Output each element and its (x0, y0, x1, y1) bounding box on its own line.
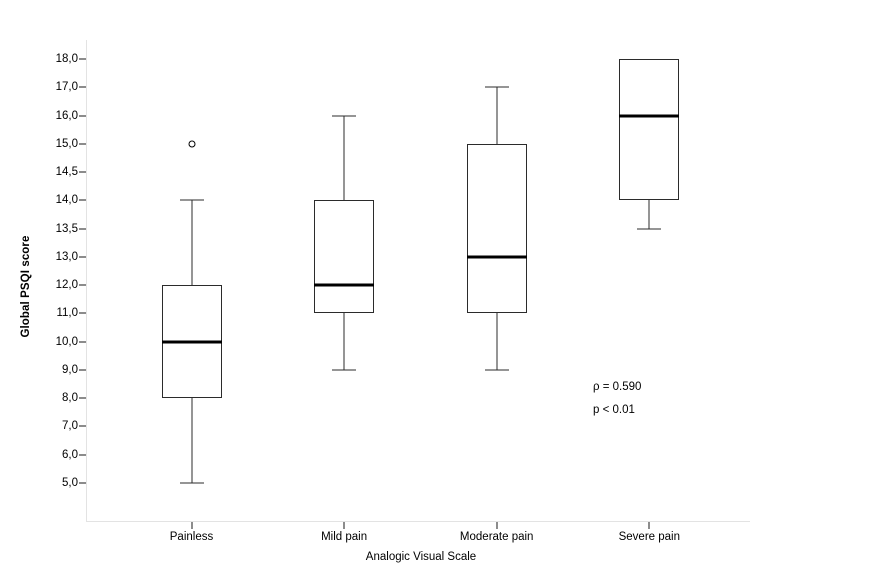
x-tick-label-moderate-pain: Moderate pain (459, 531, 534, 543)
y-tick-mark (79, 312, 86, 314)
x-axis-title: Analogic Visual Scale (365, 551, 477, 563)
y-tick-mark (79, 284, 86, 286)
lower-whisker-stem (648, 200, 650, 229)
upper-whisker-stem (343, 115, 345, 201)
y-tick-mark (79, 425, 86, 427)
y-axis-line (86, 40, 87, 522)
y-tick-label: 16,0 (55, 109, 78, 122)
median-line (619, 114, 680, 117)
median-line (466, 255, 527, 259)
upper-whisker-cap (332, 115, 357, 116)
x-tick-mark (648, 522, 650, 529)
lower-whisker-stem (343, 313, 345, 370)
y-tick-label: 6,0 (62, 448, 78, 461)
y-axis-tick-labels: 18,0 17,0 16,0 15,0 14,5 14,0 13,5 13,0 12,0 11,0… (0, 0, 78, 573)
y-tick-label: 14,0 (55, 194, 78, 207)
y-tick-mark (79, 454, 86, 455)
statistic-annotation-2: p < 0.01 (593, 404, 635, 416)
lower-whisker-cap (484, 369, 509, 371)
y-tick-label: 13,0 (55, 250, 78, 263)
upper-whisker-stem (191, 200, 192, 285)
y-tick-label: 12,0 (55, 279, 78, 291)
interquartile-box (619, 59, 680, 201)
y-tick-mark (79, 482, 86, 484)
y-tick-label: 5,0 (62, 476, 78, 489)
lower-whisker-cap (637, 228, 662, 229)
lower-whisker-stem (496, 313, 498, 370)
y-tick-label: 15,0 (55, 137, 78, 150)
y-tick-label: 10,0 (55, 335, 78, 348)
x-tick-mark (343, 522, 345, 529)
y-tick-label: 11,0 (56, 307, 78, 320)
y-tick-label: 9,0 (62, 363, 78, 376)
y-tick-label: 13,5 (55, 222, 78, 235)
upper-whisker-cap (179, 199, 204, 201)
y-tick-mark (79, 199, 86, 201)
median-line (161, 340, 222, 343)
lower-whisker-stem (191, 398, 192, 483)
upper-whisker-stem (496, 87, 498, 144)
y-tick-mark (79, 115, 86, 116)
outlier-point (188, 140, 195, 148)
y-tick-label: 18,0 (55, 53, 78, 65)
y-tick-mark (79, 397, 86, 399)
y-tick-mark (79, 256, 86, 258)
x-tick-label-mild-pain: Mild pain (321, 531, 368, 543)
y-tick-mark (79, 58, 86, 60)
x-axis-title-wrap: Analogic Visual Scale (0, 551, 889, 563)
lower-whisker-cap (179, 482, 204, 484)
y-tick-mark (79, 171, 86, 173)
lower-whisker-cap (332, 369, 357, 371)
upper-whisker-cap (484, 86, 509, 88)
y-tick-label: 14,5 (55, 166, 78, 178)
y-tick-mark (79, 341, 86, 342)
interquartile-box (314, 200, 375, 314)
x-tick-mark (191, 522, 192, 529)
median-line (314, 283, 375, 287)
y-tick-mark (79, 86, 86, 88)
x-tick-label-severe-pain: Severe pain (618, 531, 680, 543)
x-axis-line (86, 521, 750, 522)
y-tick-mark (79, 143, 86, 145)
y-tick-label: 17,0 (55, 81, 78, 94)
statistic-annotation-1: ρ = 0.590 (593, 381, 642, 393)
x-tick-label-painless: Painless (169, 531, 214, 543)
x-tick-mark (496, 522, 498, 529)
interquartile-box (466, 143, 527, 314)
y-tick-label: 8,0 (62, 392, 78, 404)
y-tick-label: 7,0 (62, 420, 78, 433)
y-tick-mark (79, 228, 86, 229)
y-tick-mark (79, 369, 86, 371)
